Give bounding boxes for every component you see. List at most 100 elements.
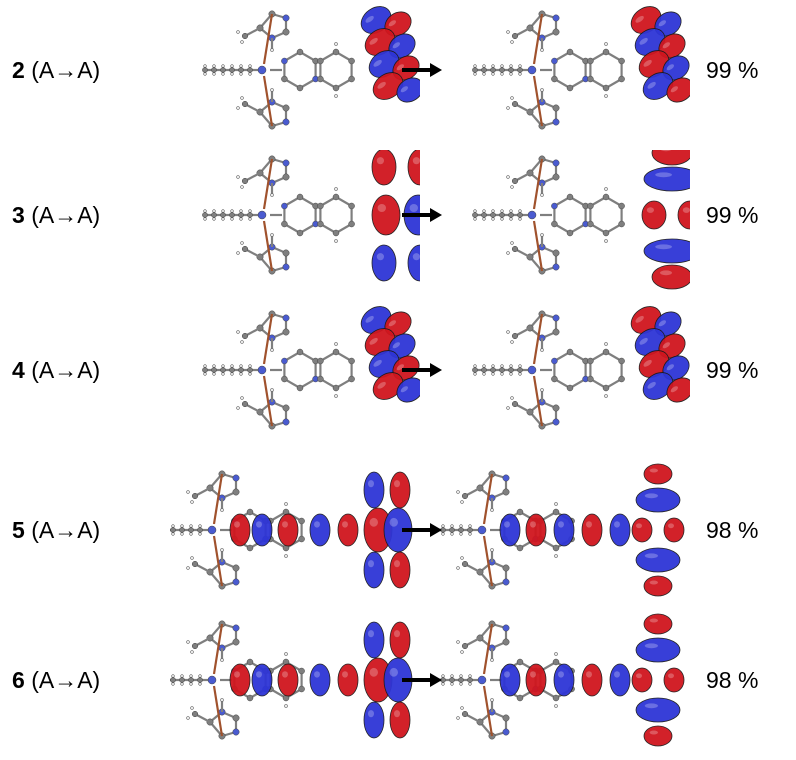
hydrogen-atom: [230, 64, 234, 68]
compound-label: 4 (A→A): [12, 356, 100, 384]
carbon-atom: [282, 328, 290, 336]
hydrogen-atom: [248, 72, 252, 76]
hydrogen-atom: [456, 566, 460, 570]
hydrogen-atom: [518, 209, 522, 213]
nitrogen-atom: [281, 202, 288, 210]
hydrogen-atom: [510, 340, 514, 344]
hydrogen-atom: [491, 209, 495, 213]
hydrogen-atom: [491, 64, 495, 68]
carbon-atom: [298, 535, 305, 543]
hydrogen-atom: [239, 372, 243, 376]
carbon-atom: [490, 367, 496, 373]
carbon-atom: [247, 67, 253, 73]
carbon-atom: [241, 245, 249, 253]
bond: [532, 220, 544, 272]
carbon-atom: [197, 527, 203, 533]
carbon-atom: [458, 677, 464, 683]
orbital-highlight: [394, 630, 400, 638]
hydrogen-atom: [510, 241, 514, 245]
orbital-highlight: [412, 253, 420, 261]
compound-number: 5: [12, 517, 25, 543]
carbon-atom: [296, 48, 304, 56]
hydrogen-atom: [171, 682, 175, 686]
carbon-atom: [566, 84, 574, 92]
initial-orbital-structure: [170, 620, 413, 740]
orbital-highlight: [368, 480, 374, 488]
carbon-atom: [211, 67, 217, 73]
orbital-highlight: [376, 253, 384, 261]
orbital-highlight: [368, 560, 374, 568]
carbon-atom: [332, 84, 340, 92]
hydrogen-atom: [240, 40, 244, 44]
carbon-atom: [461, 492, 469, 500]
transition-type: (A→A): [31, 667, 101, 693]
orbital-lobe: [337, 663, 359, 697]
transition-percentage: 99 %: [706, 357, 759, 383]
carbon-atom: [481, 212, 487, 218]
orbital-highlight: [614, 521, 620, 528]
carbon-atom: [481, 67, 487, 73]
hydrogen-atom: [460, 706, 464, 710]
metal-center: [477, 525, 487, 535]
nitrogen-atom: [551, 57, 558, 65]
hydrogen-atom: [236, 406, 240, 410]
carbon-atom: [332, 229, 340, 237]
transition-type: (A→A): [31, 517, 101, 543]
orbital-highlight: [234, 671, 240, 678]
carbon-atom: [296, 384, 304, 392]
hydrogen-atom: [198, 674, 202, 678]
hydrogen-atom: [220, 548, 224, 552]
orbital-lobe: [666, 77, 690, 103]
carbon-atom: [517, 67, 523, 73]
orbital-highlight: [666, 64, 675, 71]
carbon-atom: [618, 202, 625, 210]
carbon-atom: [502, 714, 510, 722]
orbital-highlight: [396, 364, 405, 371]
orbital-lobe: [643, 725, 673, 747]
hydrogen-atom: [221, 64, 225, 68]
orbital-lobe: [553, 513, 575, 547]
orbital-lobe: [389, 551, 411, 589]
carbon-atom: [502, 638, 510, 646]
orbital-highlight: [636, 523, 642, 529]
orbital-lobe: [396, 77, 420, 103]
carbon-atom: [332, 193, 340, 201]
orbital-highlight: [655, 172, 672, 178]
carbon-atom: [552, 249, 560, 257]
hydrogen-atom: [604, 394, 608, 398]
nitrogen-atom: [232, 474, 240, 482]
carbon-atom: [296, 84, 304, 92]
carbon-atom: [566, 193, 574, 201]
carbon-atom: [332, 348, 340, 356]
hydrogen-atom: [554, 652, 558, 656]
hydrogen-atom: [203, 72, 207, 76]
hydrogen-atom: [459, 532, 463, 536]
hydrogen-atom: [236, 175, 240, 179]
hydrogen-atom: [518, 217, 522, 221]
carbon-atom: [551, 375, 558, 383]
metal-center: [207, 675, 217, 685]
carbon-atom: [511, 177, 519, 185]
hydrogen-atom: [506, 251, 510, 255]
hydrogen-atom: [221, 209, 225, 213]
orbital-highlight: [504, 521, 510, 528]
hydrogen-atom: [510, 185, 514, 189]
carbon-atom: [618, 57, 625, 65]
carbon-atom: [191, 710, 199, 718]
orbital-lobe: [277, 513, 299, 547]
carbon-atom: [587, 220, 594, 228]
orbital-lobe: [631, 667, 653, 693]
orbital-highlight: [644, 703, 658, 709]
orbital-lobe: [229, 663, 251, 697]
orbital-highlight: [530, 671, 536, 678]
hydrogen-atom: [500, 72, 504, 76]
carbon-atom: [508, 67, 514, 73]
carbon-atom: [296, 348, 304, 356]
hydrogen-atom: [509, 209, 513, 213]
transition-arrow: [402, 523, 442, 537]
orbital-highlight: [649, 468, 658, 473]
hydrogen-atom: [334, 42, 338, 46]
hydrogen-atom: [190, 650, 194, 654]
orbital-highlight: [644, 553, 658, 559]
orbital-highlight: [530, 521, 536, 528]
